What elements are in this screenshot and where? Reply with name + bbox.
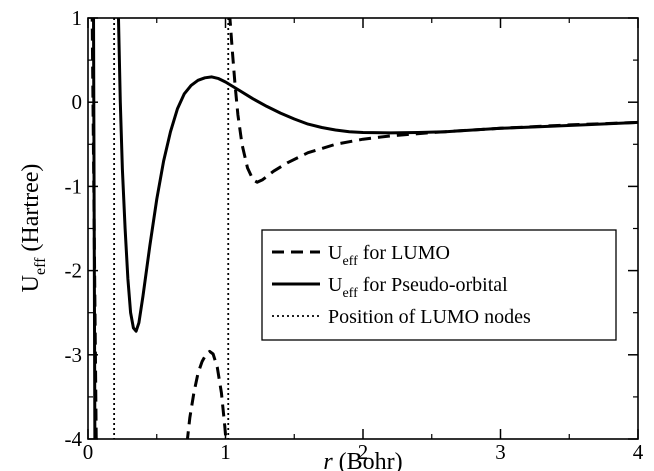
x-tick-label: 1: [220, 440, 231, 464]
y-tick-label: -3: [65, 343, 83, 367]
x-tick-label: 4: [633, 440, 644, 464]
svg-text:r (Bohr): r (Bohr): [323, 449, 402, 471]
y-tick-label: -4: [65, 427, 83, 451]
x-axis-label: r (Bohr): [323, 449, 402, 471]
plot-frame: [87, 17, 639, 440]
legend-label-dashed: Ueff for LUMO: [328, 242, 450, 269]
y-tick-label: -2: [65, 259, 83, 283]
y-tick-label: -1: [65, 174, 83, 198]
series-solid-segment-0: [92, 18, 97, 439]
y-tick-label: 1: [72, 6, 83, 30]
series-dashed-segment-2: [228, 18, 638, 184]
svg-text:Ueff (Hartree): Ueff (Hartree): [18, 164, 49, 293]
x-tick-label: 3: [495, 440, 506, 464]
series-layer: [90, 18, 638, 439]
ticks-layer: 0 1 2 3 4 1 0 -1 -2 -3 -4: [65, 6, 644, 464]
legend-label-solid: Ueff for Pseudo-orbital: [328, 274, 508, 301]
y-tick-label: 0: [72, 90, 83, 114]
legend-label-dotted: Position of LUMO nodes: [328, 306, 531, 328]
x-tick-label: 2: [358, 440, 369, 464]
series-solid-segment-1: [116, 18, 638, 333]
legend: Ueff for LUMO Ueff for Pseudo-orbital Posi…: [261, 229, 617, 341]
series-dashed-segment-1: [185, 349, 228, 439]
x-tick-label: 0: [83, 440, 94, 464]
legend-box: [261, 229, 617, 341]
y-axis-label: Ueff (Hartree): [18, 164, 49, 293]
